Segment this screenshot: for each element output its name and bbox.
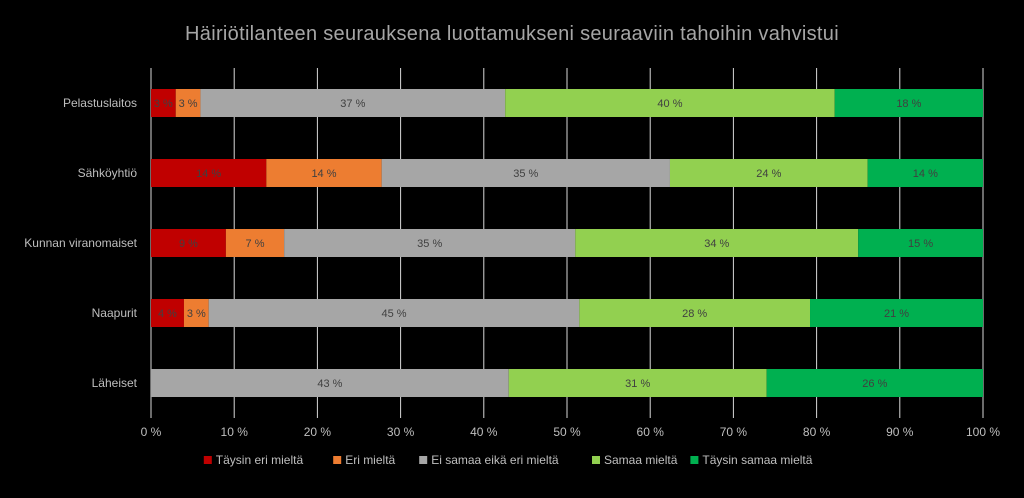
data-label: 35 % (417, 238, 442, 250)
chart-title: Häiriötilanteen seurauksena luottamuksen… (185, 23, 839, 45)
bar-segment (766, 369, 983, 397)
bar-segment (669, 159, 868, 187)
data-label: 3 % (179, 98, 198, 110)
data-label: 31 % (625, 378, 650, 390)
x-tick-label: 100 % (966, 425, 1000, 439)
data-label: 35 % (513, 168, 538, 180)
x-tick-label: 50 % (553, 425, 581, 439)
data-label: 45 % (381, 308, 406, 320)
bar-segment (266, 159, 382, 187)
data-label: 9 % (179, 238, 198, 250)
bar-segment (505, 89, 835, 117)
x-tick-label: 30 % (387, 425, 415, 439)
bar-segment (867, 159, 983, 187)
x-tick-label: 10 % (221, 425, 249, 439)
data-label: 43 % (317, 378, 342, 390)
bar-segment (225, 229, 285, 257)
data-label: 18 % (896, 98, 921, 110)
data-label: 28 % (682, 308, 707, 320)
bar-segment (208, 299, 580, 327)
data-label: 21 % (884, 308, 909, 320)
bar-segment (858, 229, 983, 257)
legend-swatch (333, 456, 342, 464)
x-tick-label: 90 % (886, 425, 914, 439)
x-tick-label: 0 % (141, 425, 162, 439)
data-label: 34 % (704, 238, 729, 250)
data-label: 37 % (340, 98, 365, 110)
category-label: Naapurit (92, 306, 138, 320)
legend-label: Täysin eri mieltä (216, 453, 304, 467)
x-tick-label: 40 % (470, 425, 498, 439)
category-label: Pelastuslaitos (63, 96, 137, 110)
bar-segment (284, 229, 576, 257)
data-label: 24 % (756, 168, 781, 180)
bar-segment (151, 229, 226, 257)
bar-segment (183, 299, 209, 327)
data-label: 3 % (187, 308, 206, 320)
data-label: 4 % (158, 308, 177, 320)
data-label: 3 % (154, 98, 173, 110)
bar-segment (200, 89, 506, 117)
legend-swatch (419, 456, 428, 464)
legend: Täysin eri mieltä Eri mieltä Ei samaa eikä… (203, 453, 813, 467)
data-label: 14 % (196, 168, 221, 180)
bar-segment (151, 159, 267, 187)
data-label: 15 % (908, 238, 933, 250)
bars: 3 % 3 % 37 % 40 % 18 % 14 % 14 % 35 % 24 % 14 % 9 … (151, 89, 983, 397)
bar-segment (151, 369, 509, 397)
x-tick-label: 20 % (304, 425, 332, 439)
bar-segment (175, 89, 201, 117)
data-label: 7 % (246, 238, 265, 250)
bar-segment (151, 89, 176, 117)
data-label: 14 % (311, 168, 336, 180)
x-tick-label: 70 % (720, 425, 748, 439)
data-label: 26 % (862, 378, 887, 390)
x-tick-label: 60 % (637, 425, 665, 439)
bar-segment (834, 89, 983, 117)
legend-swatch (592, 456, 600, 464)
legend-label: Eri mieltä (345, 453, 395, 467)
bar-segment (381, 159, 670, 187)
x-axis-ticks: 0 % 10 % 20 % 30 % 40 % 50 % 60 % 70 % 80 % 90 % 1… (141, 425, 1001, 439)
legend-label: Täysin samaa mieltä (702, 453, 812, 467)
data-label: 14 % (913, 168, 938, 180)
category-label: Läheiset (92, 376, 138, 390)
bar-segment (508, 369, 767, 397)
legend-label: Samaa mieltä (604, 453, 678, 467)
legend-label: Ei samaa eikä eri mieltä (431, 453, 559, 467)
x-tick-label: 80 % (803, 425, 831, 439)
category-labels: Pelastuslaitos Sähköyhtiö Kunnan viranomai… (24, 96, 137, 390)
bar-segment (810, 299, 983, 327)
category-label: Kunnan viranomaiset (24, 236, 137, 250)
legend-swatch (690, 456, 699, 464)
bar-segment (575, 229, 859, 257)
bar-segment (151, 299, 184, 327)
bar-segment (579, 299, 811, 327)
legend-swatch (203, 456, 212, 464)
data-label: 40 % (657, 98, 682, 110)
category-label: Sähköyhtiö (78, 166, 138, 180)
